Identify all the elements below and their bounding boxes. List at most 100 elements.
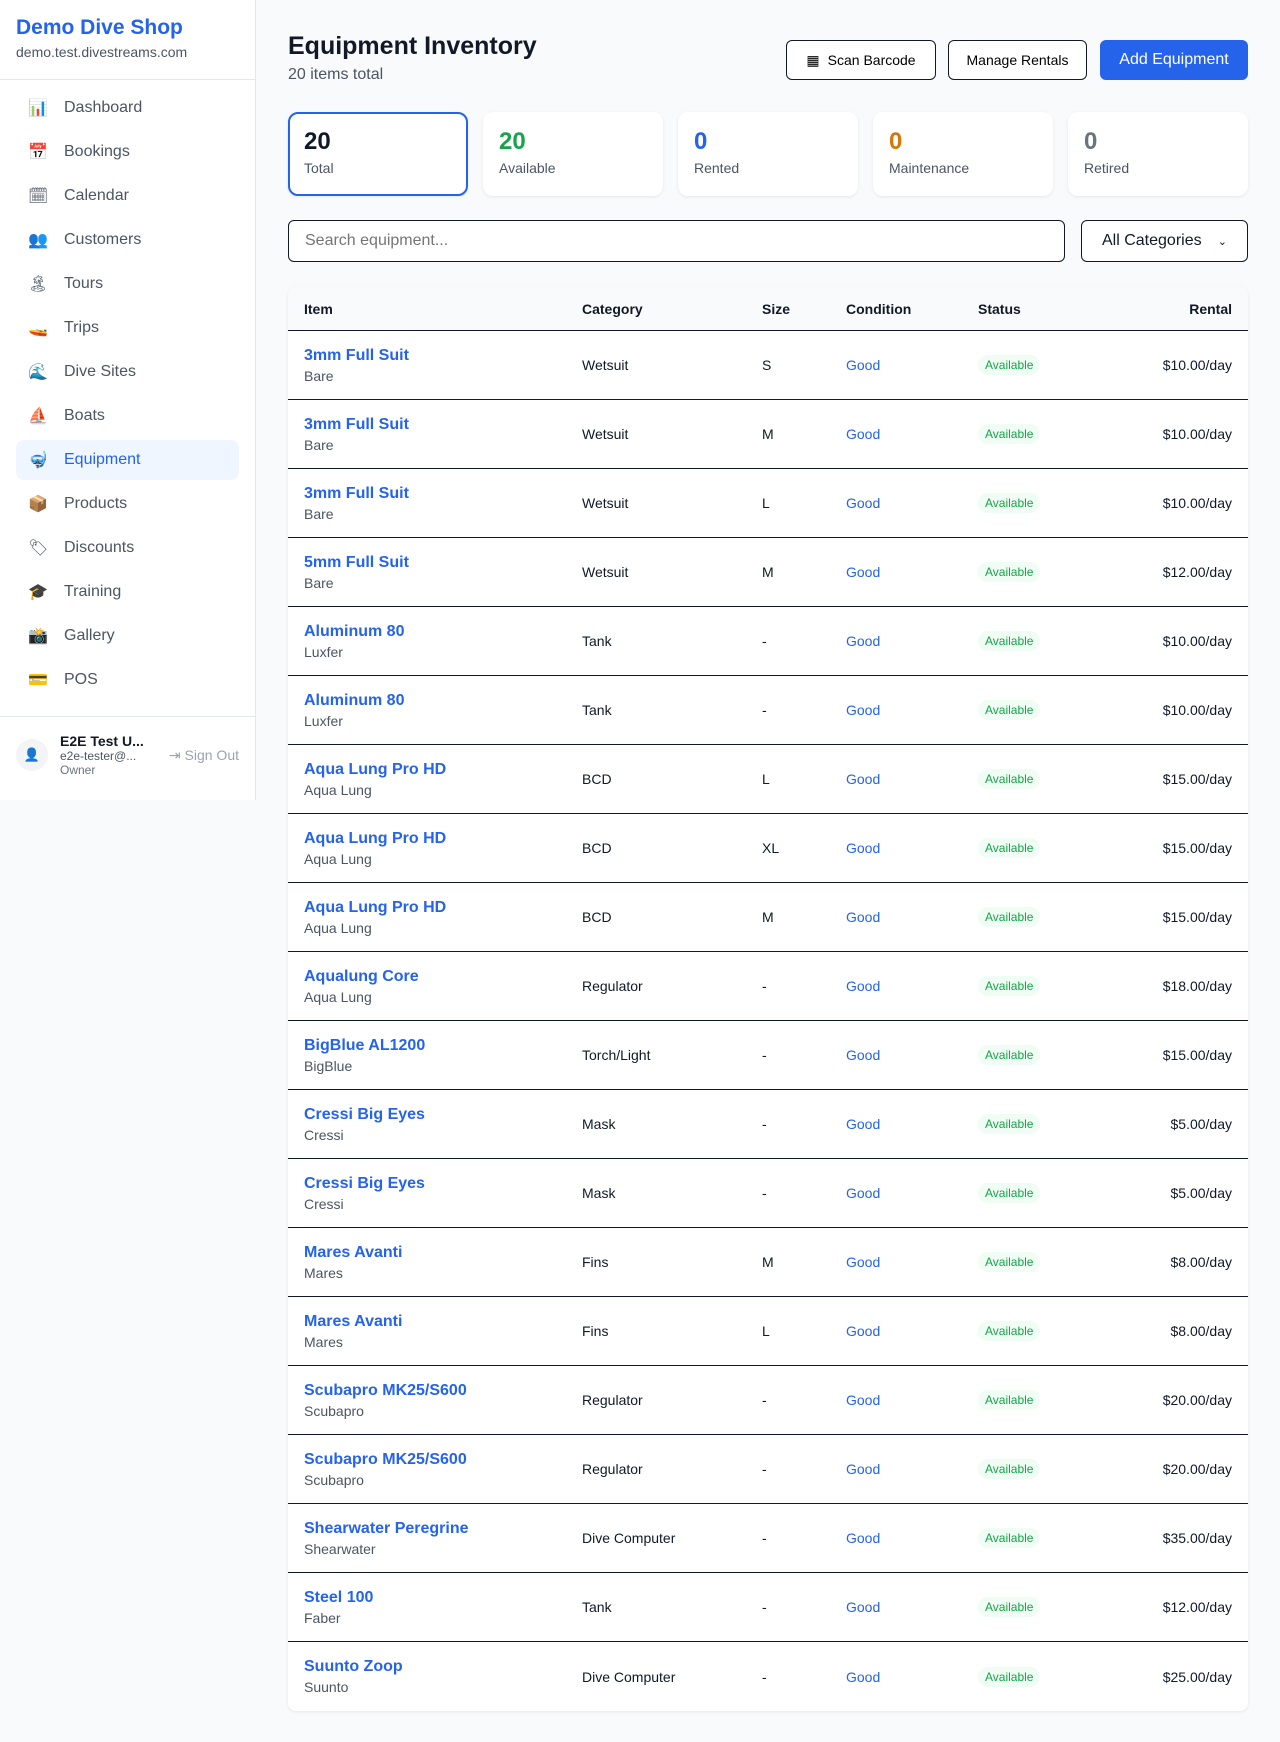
table-row: Suunto Zoop Suunto Dive Computer - Good A… (288, 1642, 1248, 1711)
item-rental-price: $5.00/day (1170, 1185, 1233, 1201)
stat-value: 20 (304, 128, 331, 155)
stat-card-available[interactable]: 20 Available (483, 112, 663, 196)
item-brand: Bare (304, 367, 334, 384)
table-row: Aluminum 80 Luxfer Tank - Good Available … (288, 607, 1248, 676)
item-name-link[interactable]: Mares Avanti (304, 1243, 403, 1261)
item-name-link[interactable]: Aqua Lung Pro HD (304, 829, 447, 847)
status-badge: Available (978, 838, 1041, 858)
item-category: BCD (582, 909, 612, 925)
sidebar-item-label: POS (64, 671, 98, 688)
sidebar-item-label: Discounts (64, 539, 135, 556)
item-size: - (762, 1599, 767, 1615)
item-condition: Good (846, 495, 881, 511)
item-size: L (762, 1323, 770, 1339)
item-rental-price: $10.00/day (1162, 495, 1232, 511)
status-badge: Available (978, 907, 1041, 927)
item-name-link[interactable]: Aqualung Core (304, 967, 419, 985)
user-panel: 👤 E2E Test U... e2e-tester@... Owner ⇥ S… (0, 716, 255, 793)
table-row: 3mm Full Suit Bare Wetsuit L Good Availab… (288, 469, 1248, 538)
stat-card-total[interactable]: 20 Total (288, 112, 468, 196)
item-size: - (762, 633, 767, 649)
table-row: Scubapro MK25/S600 Scubapro Regulator - G… (288, 1435, 1248, 1504)
sidebar-item-dive-sites[interactable]: 🌊 Dive Sites (16, 352, 239, 392)
item-name-link[interactable]: Aluminum 80 (304, 622, 405, 640)
sidebar-item-bookings[interactable]: 📅 Bookings (16, 132, 239, 172)
item-category: BCD (582, 840, 612, 856)
item-name-link[interactable]: Scubapro MK25/S600 (304, 1381, 467, 1399)
item-size: - (762, 1530, 767, 1546)
search-input[interactable] (288, 220, 1065, 262)
sign-out-button[interactable]: ⇥ Sign Out (169, 747, 239, 764)
item-name-link[interactable]: Cressi Big Eyes (304, 1174, 425, 1192)
shop-name[interactable]: Demo Dive Shop (16, 16, 183, 39)
item-name-link[interactable]: Cressi Big Eyes (304, 1105, 425, 1123)
item-name-link[interactable]: 3mm Full Suit (304, 484, 409, 502)
item-category: Fins (582, 1254, 609, 1270)
table-row: BigBlue AL1200 BigBlue Torch/Light - Good… (288, 1021, 1248, 1090)
item-size: - (762, 1116, 767, 1132)
item-name-link[interactable]: 3mm Full Suit (304, 415, 409, 433)
table-row: 3mm Full Suit Bare Wetsuit M Good Availab… (288, 400, 1248, 469)
item-rental-price: $20.00/day (1162, 1461, 1232, 1477)
stat-card-retired[interactable]: 0 Retired (1068, 112, 1248, 196)
item-name-link[interactable]: Mares Avanti (304, 1312, 403, 1330)
item-condition: Good (846, 702, 881, 718)
sidebar-item-label: Dashboard (64, 99, 143, 116)
item-category: Dive Computer (582, 1668, 676, 1685)
item-name-link[interactable]: Aluminum 80 (304, 691, 405, 709)
manage-rentals-button[interactable]: Manage Rentals (948, 40, 1087, 80)
item-condition: Good (846, 1254, 881, 1270)
stat-card-maintenance[interactable]: 0 Maintenance (873, 112, 1053, 196)
item-brand: Cressi (304, 1195, 344, 1212)
sidebar-item-training[interactable]: 🎓 Training (16, 572, 239, 612)
item-name-link[interactable]: BigBlue AL1200 (304, 1036, 426, 1054)
item-name-link[interactable]: Suunto Zoop (304, 1658, 403, 1675)
item-size: XL (762, 840, 780, 856)
item-category: Wetsuit (582, 357, 629, 373)
sidebar-item-tours[interactable]: 🏝 Tours (16, 264, 239, 304)
stat-card-rented[interactable]: 0 Rented (678, 112, 858, 196)
item-size: - (762, 702, 767, 718)
item-name-link[interactable]: Aqua Lung Pro HD (304, 898, 447, 916)
sidebar-item-label: Boats (64, 407, 105, 424)
column-header-condition: Condition (846, 300, 912, 317)
sidebar-item-products[interactable]: 📦 Products (16, 484, 239, 524)
item-name-link[interactable]: Steel 100 (304, 1588, 374, 1606)
item-category: BCD (582, 771, 612, 787)
sidebar-item-pos[interactable]: 💳 POS (16, 660, 239, 700)
sidebar-item-discounts[interactable]: 🏷 Discounts (16, 528, 239, 568)
category-select[interactable]: All Categories ⌄ (1081, 220, 1248, 262)
stat-label: Available (499, 160, 556, 176)
item-rental-price: $15.00/day (1162, 771, 1232, 787)
item-category: Tank (582, 1599, 612, 1615)
scan-barcode-button[interactable]: ▦ Scan Barcode (786, 40, 936, 80)
item-condition: Good (846, 1116, 881, 1132)
qr-code-icon: ▦ (806, 51, 820, 68)
item-rental-price: $35.00/day (1162, 1530, 1232, 1546)
sidebar-item-trips[interactable]: 🚤 Trips (16, 308, 239, 348)
item-name-link[interactable]: 5mm Full Suit (304, 553, 409, 571)
item-name-link[interactable]: 3mm Full Suit (304, 346, 409, 364)
sidebar-item-dashboard[interactable]: 📊 Dashboard (16, 88, 239, 128)
item-name-link[interactable]: Shearwater Peregrine (304, 1519, 469, 1537)
status-badge: Available (978, 355, 1041, 375)
table-row: Cressi Big Eyes Cressi Mask - Good Availa… (288, 1159, 1248, 1228)
item-rental-price: $15.00/day (1162, 909, 1232, 925)
item-name-link[interactable]: Scubapro MK25/S600 (304, 1450, 467, 1468)
item-category: Tank (582, 702, 612, 718)
status-badge: Available (978, 1114, 1041, 1134)
sidebar-item-calendar[interactable]: 🗓 Calendar (16, 176, 239, 216)
item-condition: Good (846, 633, 881, 649)
status-badge: Available (978, 769, 1041, 789)
item-name-link[interactable]: Aqua Lung Pro HD (304, 760, 447, 778)
column-header-item: Item (304, 300, 333, 317)
sidebar-item-customers[interactable]: 👥 Customers (16, 220, 239, 260)
sidebar-item-boats[interactable]: ⛵ Boats (16, 396, 239, 436)
sidebar-item-equipment[interactable]: 🤿 Equipment (16, 440, 239, 480)
add-equipment-button[interactable]: Add Equipment (1100, 40, 1248, 80)
page-title: Equipment Inventory (288, 32, 537, 60)
sign-out-label: Sign Out (184, 746, 239, 763)
status-badge: Available (978, 1390, 1041, 1410)
table-row: Aqua Lung Pro HD Aqua Lung BCD XL Good Av… (288, 814, 1248, 883)
sidebar-item-gallery[interactable]: 📸 Gallery (16, 616, 239, 656)
